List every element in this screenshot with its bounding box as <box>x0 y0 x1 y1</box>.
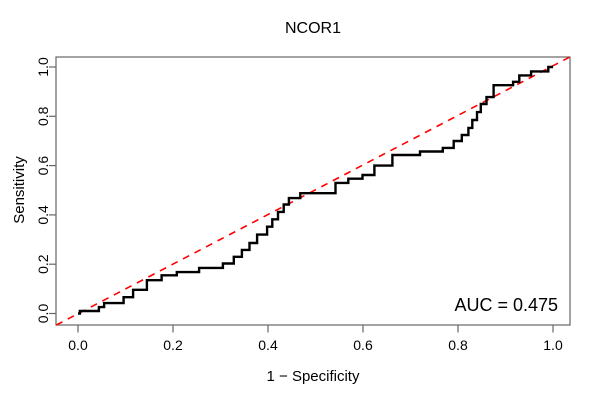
x-tick-label-2: 0.4 <box>258 337 278 353</box>
x-axis-label: 1 − Specificity <box>267 368 360 385</box>
chance-diagonal-line <box>55 56 571 326</box>
plot-box <box>55 56 571 326</box>
chart-title: NCOR1 <box>285 20 341 37</box>
y-tick-label-0: 0.0 <box>35 304 51 324</box>
y-axis-label: Sensitivity <box>11 156 28 224</box>
x-tick-label-1: 0.2 <box>163 337 183 353</box>
y-tick-label-2: 0.4 <box>35 205 51 225</box>
y-tick-label-1: 0.2 <box>35 254 51 274</box>
x-axis-tick-marks <box>77 325 554 333</box>
x-tick-label-0: 0.0 <box>68 337 88 353</box>
x-tick-label-3: 0.6 <box>353 337 373 353</box>
y-tick-label-4: 0.8 <box>35 106 51 126</box>
y-tick-label-3: 0.6 <box>35 156 51 176</box>
y-tick-label-5: 1.0 <box>35 57 51 77</box>
x-tick-label-4: 0.8 <box>448 337 468 353</box>
y-axis-tick-marks <box>49 66 56 315</box>
x-tick-label-5: 1.0 <box>543 337 563 353</box>
auc-annotation: AUC = 0.475 <box>454 295 558 315</box>
roc-curve <box>78 65 553 315</box>
